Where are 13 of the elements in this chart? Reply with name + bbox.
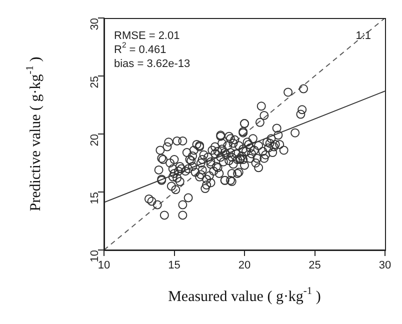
y-tick-label: 25 [89, 76, 102, 88]
series-label: 1:1 [356, 30, 372, 42]
y-tick-label: 30 [89, 18, 102, 30]
x-tick-label: 15 [168, 260, 180, 272]
y-axis-title: Predictive value ( g·kg-1 ) [24, 56, 44, 212]
x-tick-label: 20 [238, 260, 251, 272]
x-tick-label: 10 [98, 260, 110, 272]
x-tick-label: 30 [378, 260, 392, 272]
annotation: RMSE = 2.01 [114, 30, 180, 42]
annotation: bias = 3.62e-13 [114, 58, 190, 70]
y-tick-label: 20 [89, 134, 102, 146]
y-tick-label: 15 [89, 192, 102, 204]
x-tick-label: 25 [308, 260, 321, 272]
